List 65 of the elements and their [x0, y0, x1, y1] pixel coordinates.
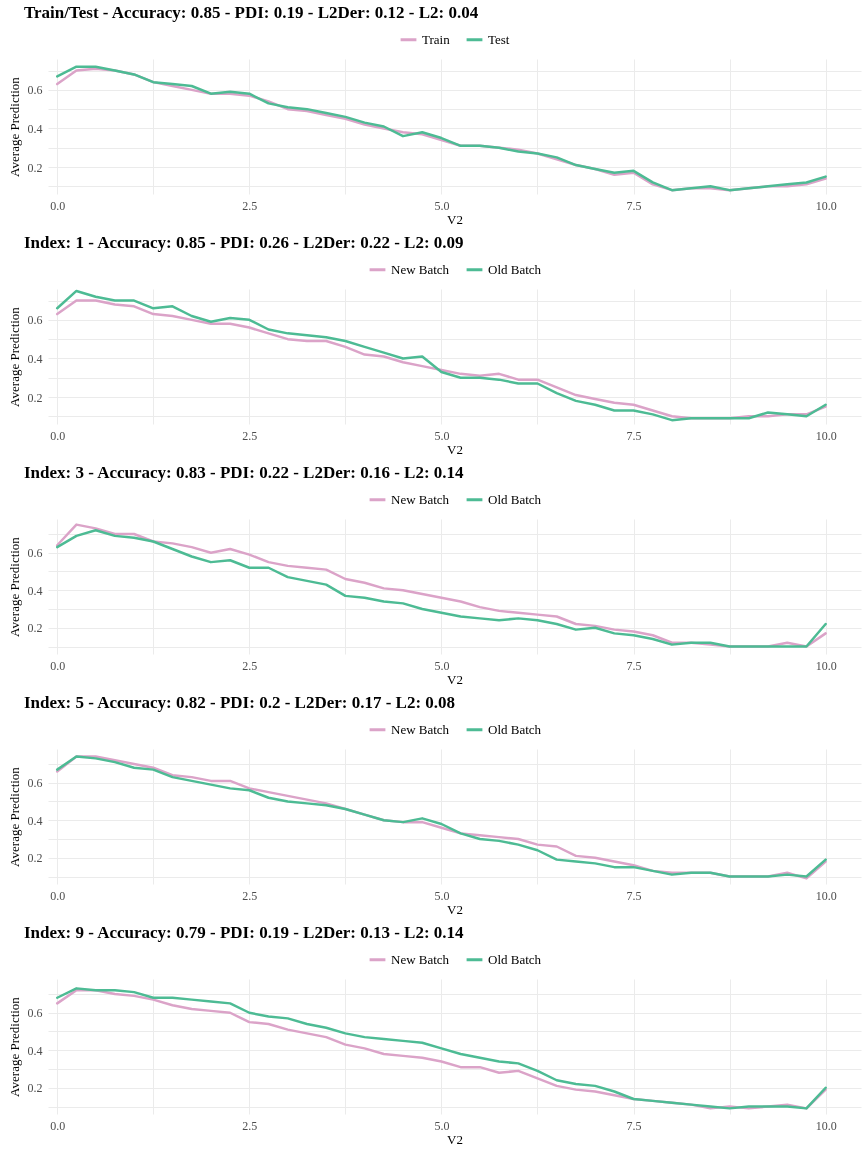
y-tick-label: 0.6: [27, 776, 43, 791]
legend-label: New Batch: [391, 951, 450, 967]
x-tick-label: 2.5: [242, 1118, 258, 1133]
x-tick-label: 7.5: [626, 198, 642, 213]
x-tick-label: 10.0: [815, 428, 837, 443]
y-tick-label: 0.4: [27, 583, 43, 598]
legend-label: Old Batch: [488, 951, 542, 967]
y-axis-title: Average Prediction: [6, 996, 22, 1097]
x-tick-label: 5.0: [434, 1118, 450, 1133]
x-tick-label: 2.5: [242, 428, 258, 443]
chart-title: Index: 9 - Accuracy: 0.79 - PDI: 0.19 - L2Der: 0.13 - L2: 0.14: [24, 923, 465, 942]
y-tick-label: 0.4: [27, 351, 43, 366]
legend-label: Test: [488, 31, 510, 47]
y-tick-label: 0.2: [27, 160, 43, 175]
x-tick-label: 2.5: [242, 658, 258, 673]
x-axis-title: V2: [447, 211, 463, 227]
y-axis-title: Average Prediction: [6, 766, 22, 867]
x-tick-label: 0.0: [50, 428, 66, 443]
x-tick-label: 10.0: [815, 658, 837, 673]
x-tick-label: 0.0: [50, 888, 66, 903]
legend-label: Old Batch: [488, 491, 542, 507]
x-tick-label: 7.5: [626, 888, 642, 903]
x-tick-label: 7.5: [626, 1118, 642, 1133]
y-tick-label: 0.6: [27, 83, 43, 98]
y-tick-label: 0.2: [27, 621, 43, 636]
x-tick-label: 0.0: [50, 658, 66, 673]
y-tick-label: 0.4: [27, 813, 43, 828]
x-tick-label: 10.0: [815, 1118, 837, 1133]
y-tick-label: 0.6: [27, 546, 43, 561]
x-tick-label: 2.5: [242, 198, 258, 213]
x-tick-label: 10.0: [815, 888, 837, 903]
x-tick-label: 5.0: [434, 888, 450, 903]
x-axis-title: V2: [447, 1131, 463, 1147]
chart-title: Index: 3 - Accuracy: 0.83 - PDI: 0.22 - L2Der: 0.16 - L2: 0.14: [24, 463, 465, 482]
x-axis-title: V2: [447, 901, 463, 917]
x-tick-label: 7.5: [626, 428, 642, 443]
x-tick-label: 5.0: [434, 198, 450, 213]
y-tick-label: 0.4: [27, 1043, 43, 1058]
y-axis-title: Average Prediction: [6, 306, 22, 407]
x-tick-label: 10.0: [815, 198, 837, 213]
chart-title: Index: 1 - Accuracy: 0.85 - PDI: 0.26 - L2Der: 0.22 - L2: 0.09: [24, 233, 464, 252]
x-tick-label: 2.5: [242, 888, 258, 903]
legend-label: New Batch: [391, 491, 450, 507]
x-tick-label: 5.0: [434, 658, 450, 673]
y-tick-label: 0.2: [27, 390, 43, 405]
legend-label: Train: [422, 31, 451, 47]
legend-label: Old Batch: [488, 261, 542, 277]
x-tick-label: 0.0: [50, 1118, 66, 1133]
y-axis-title: Average Prediction: [6, 536, 22, 637]
y-tick-label: 0.6: [27, 313, 43, 328]
x-axis-title: V2: [447, 671, 463, 687]
x-tick-label: 5.0: [434, 428, 450, 443]
y-tick-label: 0.6: [27, 1006, 43, 1021]
x-axis-title: V2: [447, 441, 463, 457]
chart-title: Train/Test - Accuracy: 0.85 - PDI: 0.19 - L2Der: 0.12 - L2: 0.04: [24, 3, 479, 22]
y-tick-label: 0.2: [27, 851, 43, 866]
legend-label: Old Batch: [488, 721, 542, 737]
legend-label: New Batch: [391, 721, 450, 737]
y-tick-label: 0.2: [27, 1081, 43, 1096]
x-tick-label: 0.0: [50, 198, 66, 213]
x-tick-label: 7.5: [626, 658, 642, 673]
legend-label: New Batch: [391, 261, 450, 277]
y-axis-title: Average Prediction: [6, 76, 22, 177]
y-tick-label: 0.4: [27, 121, 43, 136]
chart-title: Index: 5 - Accuracy: 0.82 - PDI: 0.2 - L2Der: 0.17 - L2: 0.08: [24, 693, 456, 712]
